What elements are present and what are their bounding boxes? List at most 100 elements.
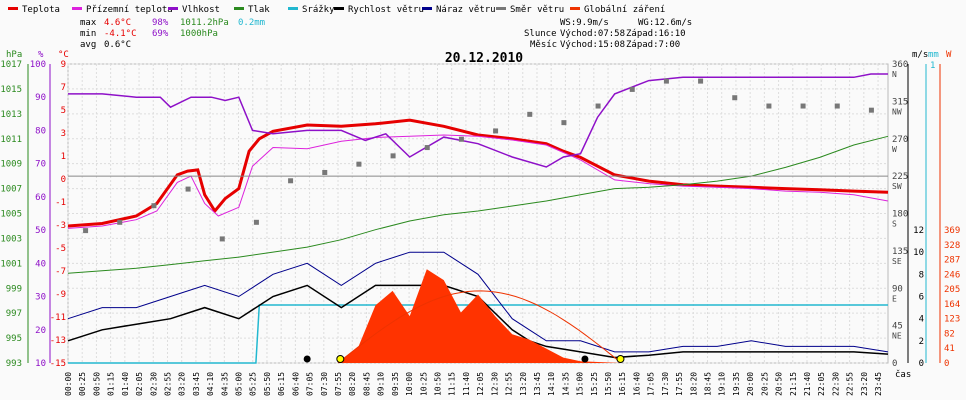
wind-dir-point [288,178,294,184]
hpa-tick: 997 [6,309,22,319]
x-tick: 06:40 [291,372,300,396]
w-tick: 287 [944,256,960,266]
hpa-tick: 1007 [0,185,22,195]
wind-dir-point [390,153,396,159]
dir-label: E [892,294,897,303]
c-tick: -9 [55,290,66,300]
legend-swatch-2 [168,7,178,10]
x-tick: 02:30 [149,372,158,396]
axis-units: hPa % °C m/s mm W čas [6,50,952,380]
x-tick: 00:00 [64,372,73,396]
pct-tick: 80 [35,126,46,136]
y-ticks: 1017101510131011100910071005100310019999… [0,60,960,369]
c-tick: 7 [61,83,66,93]
dir-tick: 180 [892,210,908,220]
sun-label: Slunce [524,29,557,39]
hpa-tick: 1011 [0,135,22,145]
x-tick: 14:10 [547,372,556,396]
x-tick: 04:10 [206,372,215,396]
dir-tick: 360 [892,60,908,70]
wind-dir-point [629,86,635,92]
ms-tick: 2 [919,337,924,347]
mm-unit: mm [928,50,939,60]
sunset-marker [616,355,625,363]
x-tick: 05:25 [249,372,258,396]
series-5 [67,284,889,359]
ms-tick: 0 [919,359,924,369]
series-global-radiation [68,269,888,363]
pct-tick: 50 [35,226,46,236]
dir-tick: 135 [892,247,908,257]
hpa-tick: 1005 [0,210,22,220]
x-tick: 18:20 [689,372,698,396]
hpa-tick: 993 [6,359,22,369]
x-tick: 17:55 [675,372,684,396]
legend-swatch-7 [496,7,506,10]
hpa-tick: 999 [6,284,22,294]
x-tick: 17:05 [647,372,656,396]
legend-label-8: Globální záření [584,5,665,15]
wind-dir-point [185,186,191,192]
dir-tick: 270 [892,135,908,145]
c-tick: 9 [61,60,66,70]
x-tick: 13:45 [533,372,542,396]
wind-dir-point [868,107,874,113]
x-tick: 22:30 [831,372,840,396]
hpa-tick: 995 [6,334,22,344]
legend-swatch-8 [570,7,580,10]
hpa-tick: 1013 [0,110,22,120]
w-tick: 164 [944,300,960,310]
stat-min-label: min [80,29,96,39]
hpa-tick: 1015 [0,85,22,95]
wind-dir-point [766,103,772,109]
x-tick: 20:00 [746,372,755,396]
c-tick: 1 [61,152,66,162]
wind-dir-point [527,111,533,117]
legend-swatch-3 [234,7,244,10]
x-tick: 02:55 [163,372,172,396]
c-tick: -11 [50,313,66,323]
w-tick: 41 [944,344,955,354]
legend-label-7: Směr větru [510,5,564,15]
x-tick: 20:25 [760,372,769,396]
dir-label: SW [892,182,902,191]
legend-swatch-0 [8,7,18,10]
stat-max-label: max [80,18,97,28]
dir-label: W [892,145,897,154]
wind-dir-point [356,161,362,167]
x-tick: 08:45 [362,372,371,396]
x-tick: 02:05 [135,372,144,396]
x-unit: čas [895,369,911,380]
legend-swatch-1 [72,7,82,10]
wind-dir-point [253,219,259,225]
legend: Teplota Přízemní teplota Vlhkost Tlak Srážky… [8,5,665,15]
sun-markers [303,355,625,363]
stat-avg-temp: 0.6°C [104,40,131,50]
wind-sun-block: WS:9.9m/s WG:12.6m/s Slunce Východ:07:58… [524,18,692,50]
hpa-tick: 1017 [0,60,22,70]
x-tick: 12:30 [490,372,499,396]
w-tick: 82 [944,329,955,339]
ms-tick: 8 [919,270,924,280]
x-tick: 05:50 [263,372,272,396]
x-tick: 03:20 [178,372,187,396]
hpa-tick: 1003 [0,234,22,244]
stat-max-temp: 4.6°C [104,18,131,28]
dir-label: N [892,70,897,79]
legend-label-6: Náraz větru [436,5,496,15]
x-tick: 15:00 [576,372,585,396]
x-tick: 21:15 [789,372,798,396]
wind-dir-point [732,95,738,101]
w-tick: 369 [944,226,960,236]
radiation-max-curve [337,290,619,364]
sunset: Západ:16:10 [626,29,686,39]
x-tick: 21:40 [803,372,812,396]
dir-label: S [892,220,897,229]
ms-tick: 6 [919,293,924,303]
x-tick: 14:35 [561,372,570,396]
x-tick: 09:10 [377,372,386,396]
wind-dir-point [322,169,328,175]
hpa-unit: hPa [6,50,22,60]
dir-tick: 90 [892,284,903,294]
